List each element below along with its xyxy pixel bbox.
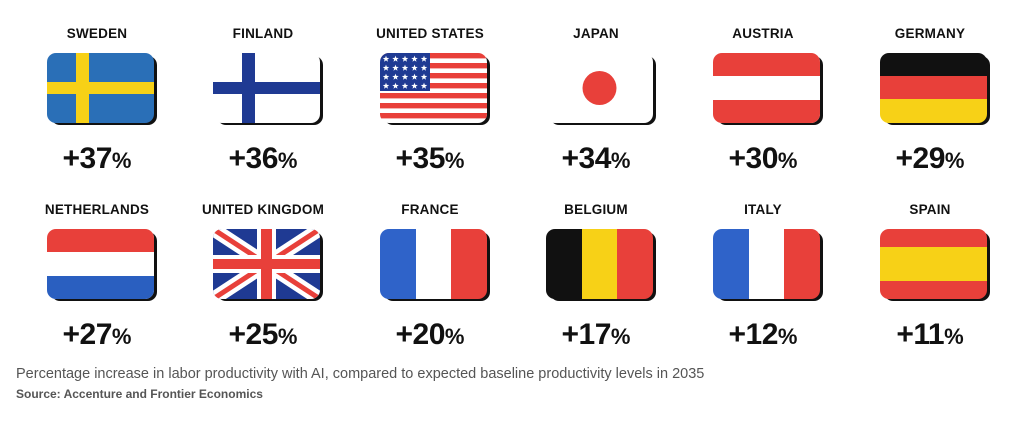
percent-unit: %: [944, 148, 965, 173]
value-label: +36%: [180, 142, 346, 176]
value-label: +25%: [180, 318, 346, 352]
country-card-united-kingdom: UNITED KINGDOM +25%: [180, 176, 346, 351]
flag-container: [880, 229, 990, 301]
percent-unit: %: [777, 324, 798, 349]
belgium-flag: [546, 229, 653, 299]
united-kingdom-flag: [213, 229, 320, 299]
value-number: +27: [62, 318, 113, 351]
spain-flag: [880, 229, 987, 299]
united-states-flag: [380, 53, 487, 123]
country-card-germany: GERMANY +29%: [847, 0, 1013, 175]
value-number: +37: [62, 142, 113, 175]
value-label: +27%: [14, 318, 180, 352]
france-flag: [380, 229, 487, 299]
country-label: NETHERLANDS: [44, 202, 150, 217]
flag-container: [713, 229, 823, 301]
netherlands-flag: [47, 229, 154, 299]
value-number: +12: [728, 318, 779, 351]
italy-flag: [713, 229, 820, 299]
country-card-italy: ITALY +12%: [680, 176, 846, 351]
percent-unit: %: [777, 148, 798, 173]
percent-unit: %: [610, 324, 631, 349]
country-label: GERMANY: [894, 26, 966, 41]
chart-source: Source: Accenture and Frontier Economics: [16, 387, 263, 401]
value-label: +30%: [680, 142, 846, 176]
flag-container: [213, 53, 323, 125]
country-card-united-states: UNITED STATES +35%: [347, 0, 513, 175]
country-productivity-grid: SWEDEN +37% FINLAND +36% UNITED STATES +35% JA…: [14, 0, 1013, 351]
japan-flag: [546, 53, 653, 123]
percent-unit: %: [444, 148, 465, 173]
percent-unit: %: [444, 324, 465, 349]
country-card-belgium: BELGIUM +17%: [513, 176, 679, 351]
chart-caption: Percentage increase in labor productivit…: [16, 366, 705, 382]
country-card-austria: AUSTRIA +30%: [680, 0, 846, 175]
value-number: +25: [228, 318, 279, 351]
value-label: +37%: [14, 142, 180, 176]
percent-unit: %: [277, 324, 298, 349]
flag-container: [213, 229, 323, 301]
finland-flag: [213, 53, 320, 123]
country-card-japan: JAPAN +34%: [513, 0, 679, 175]
value-number: +34: [561, 142, 612, 175]
flag-container: [546, 229, 656, 301]
country-label: BELGIUM: [564, 202, 628, 217]
flag-container: [380, 229, 490, 301]
flag-container: [47, 229, 157, 301]
country-label: UNITED KINGDOM: [201, 202, 325, 217]
percent-unit: %: [277, 148, 298, 173]
country-card-spain: SPAIN +11%: [847, 176, 1013, 351]
country-card-finland: FINLAND +36%: [180, 0, 346, 175]
value-number: +36: [228, 142, 279, 175]
value-number: +35: [395, 142, 446, 175]
value-number: +29: [895, 142, 946, 175]
flag-container: [880, 53, 990, 125]
value-number: +30: [728, 142, 779, 175]
percent-unit: %: [610, 148, 631, 173]
country-label: FRANCE: [401, 202, 459, 217]
percent-unit: %: [944, 324, 964, 349]
flag-container: [546, 53, 656, 125]
country-card-sweden: SWEDEN +37%: [14, 0, 180, 175]
country-card-netherlands: NETHERLANDS +27%: [14, 176, 180, 351]
percent-unit: %: [111, 324, 132, 349]
value-label: +11%: [847, 318, 1013, 352]
value-number: +17: [561, 318, 612, 351]
country-label: JAPAN: [573, 26, 619, 41]
country-label: SWEDEN: [66, 26, 128, 41]
value-label: +12%: [680, 318, 846, 352]
country-label: FINLAND: [232, 26, 294, 41]
flag-container: [380, 53, 490, 125]
country-label: AUSTRIA: [732, 26, 794, 41]
value-number: +11: [896, 318, 945, 351]
sweden-flag: [47, 53, 154, 123]
value-label: +17%: [513, 318, 679, 352]
country-label: SPAIN: [909, 202, 951, 217]
value-label: +35%: [347, 142, 513, 176]
germany-flag: [880, 53, 987, 123]
value-label: +34%: [513, 142, 679, 176]
value-number: +20: [395, 318, 446, 351]
value-label: +20%: [347, 318, 513, 352]
austria-flag: [713, 53, 820, 123]
flag-container: [47, 53, 157, 125]
country-card-france: FRANCE +20%: [347, 176, 513, 351]
flag-container: [713, 53, 823, 125]
country-label: ITALY: [744, 202, 782, 217]
country-label: UNITED STATES: [376, 26, 484, 41]
percent-unit: %: [111, 148, 132, 173]
value-label: +29%: [847, 142, 1013, 176]
